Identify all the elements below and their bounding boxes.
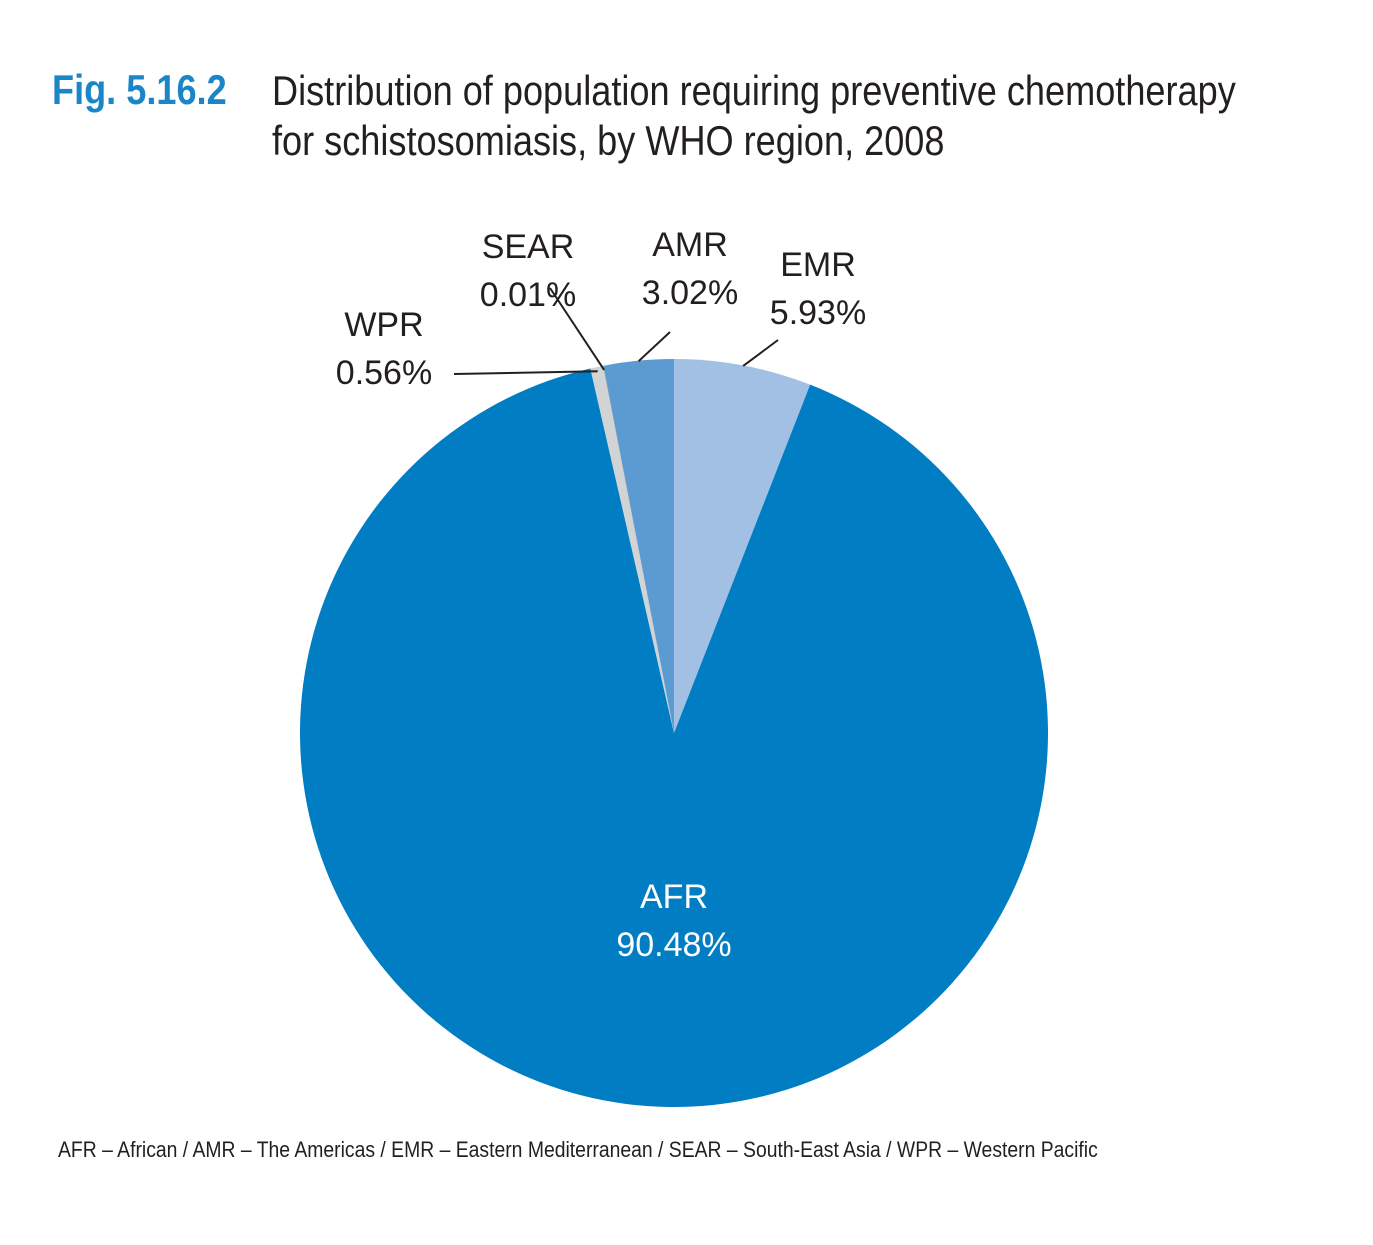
leader-line-wpr [453, 370, 598, 375]
leader-line-amr [637, 331, 671, 362]
leader-lines [453, 287, 779, 375]
slice-label-afr: AFR [640, 878, 708, 916]
pie-slice-afr [300, 368, 1049, 1107]
slice-value-emr: 5.93% [770, 294, 866, 332]
slice-label-amr: AMR [652, 226, 728, 264]
leader-line-sear [549, 287, 605, 371]
slice-label-emr: EMR [780, 246, 856, 284]
pie-slice-emr [674, 359, 811, 733]
figure-title: Distribution of population requiring pre… [272, 66, 1338, 166]
slice-value-sear: 0.01% [480, 276, 576, 314]
figure-title-line-2: for schistosomiasis, by WHO region, 2008 [272, 117, 945, 164]
slice-label-wpr: WPR [344, 306, 423, 344]
pie-slice-amr [603, 359, 674, 733]
pie-slice-wpr [590, 365, 674, 733]
slice-label-sear: SEAR [482, 228, 575, 266]
region-abbreviations-footnote: AFR – African / AMR – The Americas / EMR… [58, 1137, 1098, 1162]
slice-value-afr: 90.48% [616, 926, 731, 964]
leader-line-emr [742, 339, 779, 367]
figure-number: Fig. 5.16.2 [52, 66, 227, 113]
slice-value-wpr: 0.56% [336, 354, 432, 392]
slice-value-amr: 3.02% [642, 274, 738, 312]
pie-slices [300, 359, 1049, 1107]
figure-title-line-1: Distribution of population requiring pre… [272, 67, 1236, 114]
pie-slice-sear [603, 365, 674, 733]
slice-labels: EMR 5.93% AFR 90.48% WPR 0.56% SEAR 0.01% AMR 3.0… [336, 226, 866, 964]
